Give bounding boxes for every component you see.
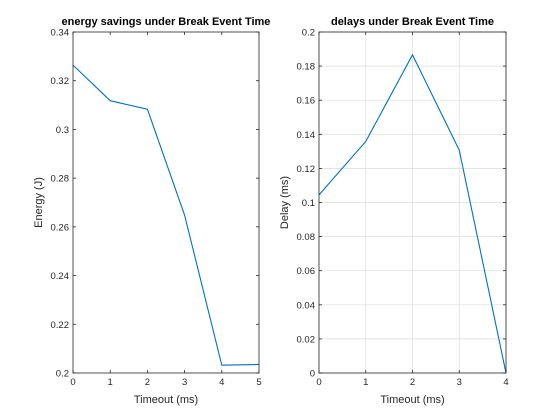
x-tick-label: 3 — [182, 377, 187, 388]
chart-1: 0 1 2 3 4 5 0.2 0.22 0.24 0.26 0.28 0.3 0.32 0.34ener… — [33, 16, 270, 406]
y-tick-label: 0.32 — [51, 76, 70, 87]
x-tick-label: 2 — [145, 377, 150, 388]
x-tick-label: 4 — [503, 377, 508, 388]
y-tick-label: 0.3 — [56, 125, 69, 136]
y-tick-label: 0.02 — [297, 334, 316, 345]
x-tick-label: 1 — [363, 377, 368, 388]
x-tick-label: 1 — [108, 377, 113, 388]
y-tick-label: 0.12 — [297, 164, 316, 175]
y-tick-label: 0.1 — [302, 198, 315, 209]
x-tick-label: 5 — [256, 377, 261, 388]
y-axis-label: Delay (ms) — [279, 176, 291, 229]
y-axis-label: Energy (J) — [33, 177, 45, 228]
x-axis-label: Timeout (ms) — [134, 394, 198, 406]
chart-2: 0 1 2 3 4 0 0.02 0.04 0.06 0.08 0.1 0.12 0.14 0.16 0.1… — [279, 16, 509, 406]
y-tick-label: 0.04 — [297, 300, 316, 311]
x-tick-label: 2 — [410, 377, 415, 388]
y-tick-label: 0.24 — [51, 271, 70, 282]
y-tick-label: 0.16 — [297, 96, 316, 107]
y-tick-label: 0.08 — [297, 232, 316, 243]
y-tick-label: 0.18 — [297, 62, 316, 73]
chart-title: energy savings under Break Event Time — [62, 16, 271, 28]
y-tick-label: 0.28 — [51, 174, 70, 185]
axes-box — [72, 31, 260, 374]
y-tick-label: 0.06 — [297, 266, 316, 277]
chart-title: delays under Break Event Time — [331, 16, 494, 28]
y-tick-label: 0.22 — [51, 320, 70, 331]
y-tick-label: 0.2 — [56, 369, 69, 380]
y-tick-label: 0.2 — [302, 28, 315, 39]
x-tick-label: 0 — [70, 377, 75, 388]
x-axis-label: Timeout (ms) — [380, 394, 444, 406]
x-tick-label: 4 — [219, 377, 224, 388]
y-tick-label: 0.26 — [51, 222, 70, 233]
x-tick-label: 0 — [316, 377, 321, 388]
x-tick-label: 3 — [457, 377, 462, 388]
y-tick-label: 0 — [310, 369, 315, 380]
y-tick-label: 0.14 — [297, 130, 316, 141]
series-line — [72, 64, 260, 366]
y-tick-label: 0.34 — [51, 28, 70, 39]
